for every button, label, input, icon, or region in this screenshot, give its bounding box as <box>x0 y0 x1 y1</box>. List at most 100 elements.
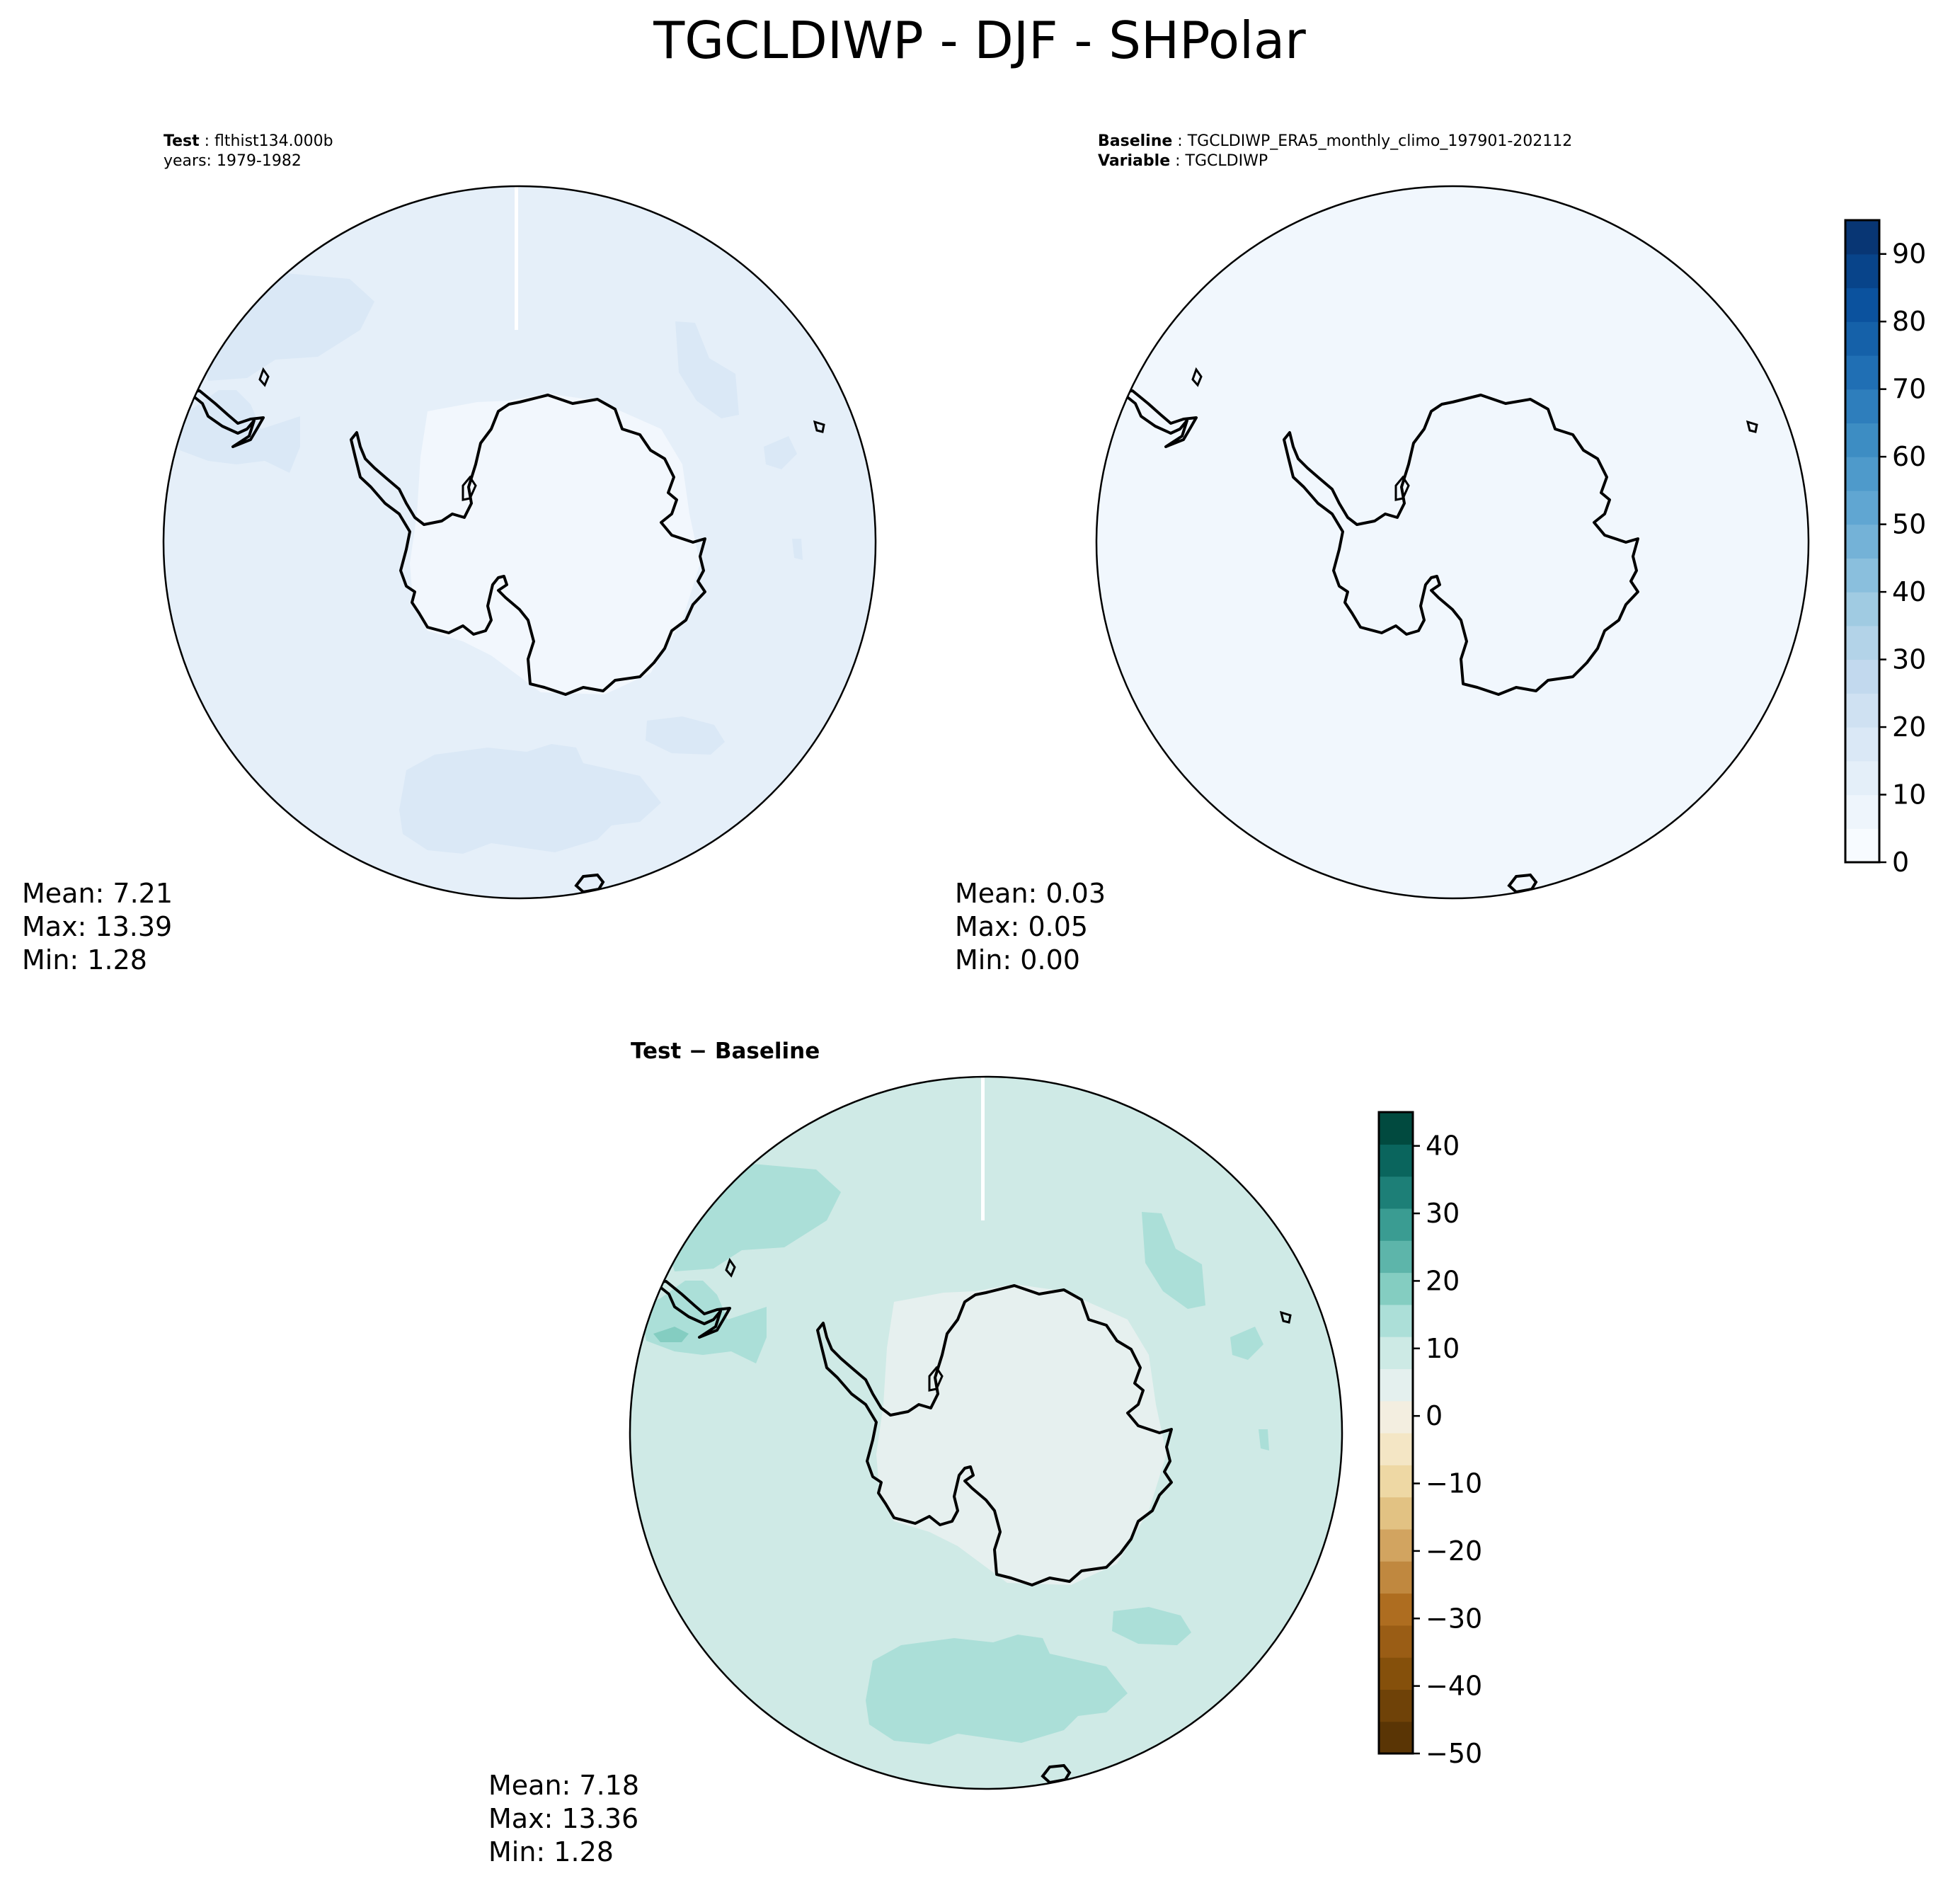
difference-map-patch <box>866 1635 1128 1744</box>
diff-colorbar-swatch <box>1379 1337 1413 1369</box>
svg-text:Variable : TGCLDIWP: Variable : TGCLDIWP <box>1098 152 1268 170</box>
main-colorbar-swatch <box>1845 625 1879 660</box>
test-map-patch <box>792 539 803 560</box>
main-colorbar-swatch <box>1845 253 1879 289</box>
main-colorbar-swatch <box>1845 423 1879 457</box>
main-colorbar: 0 10 20 30 40 50 60 70 80 90 <box>1844 219 1926 878</box>
diff-colorbar-swatch <box>1379 1593 1413 1626</box>
main-colorbar-tick-label: 50 <box>1892 509 1926 540</box>
diff-colorbar-swatch <box>1379 1272 1413 1305</box>
svg-text:Mean: 7.18 Max: 13.36: Mean: 7.18 Max: 13.36 Min: 1.28 <box>488 1770 648 1867</box>
difference-map-patch-dark <box>653 1327 689 1342</box>
test-map-land-fill <box>410 394 700 694</box>
difference-map-patch <box>1112 1607 1191 1645</box>
diff-colorbar-swatch <box>1379 1497 1413 1530</box>
difference-map-patch <box>1142 1212 1205 1309</box>
main-colorbar-swatch <box>1845 727 1879 762</box>
main-colorbar-swatch <box>1845 794 1879 829</box>
test-map-boundary <box>162 185 877 900</box>
baseline-map <box>1096 186 1809 898</box>
main-colorbar-ticks: 0 10 20 30 40 50 60 70 80 90 <box>1879 239 1926 878</box>
baseline-mean: Mean: 0.03 <box>955 878 1106 909</box>
baseline-header-value: : TGCLDIWP_ERA5_monthly_climo_197901-202… <box>1177 132 1572 150</box>
main-colorbar-tick-label: 10 <box>1892 779 1926 811</box>
difference-title: Test − Baseline <box>631 1039 820 1064</box>
diff-colorbar-swatch <box>1379 1240 1413 1274</box>
main-colorbar-swatch <box>1845 287 1879 322</box>
diff-colorbar-swatch <box>1379 1721 1413 1754</box>
main-colorbar-swatch <box>1845 659 1879 694</box>
test-header-label: Test <box>164 132 200 150</box>
difference-map-patch <box>1259 1429 1269 1451</box>
diff-colorbar-tick-label: −20 <box>1426 1535 1482 1567</box>
svg-text:Test : flthist134.000b: Test : flthist134.000b <box>164 132 333 150</box>
diff-colorbar-swatch <box>1379 1561 1413 1594</box>
baseline-panel: Baseline : TGCLDIWP_ERA5_monthly_climo_1… <box>955 132 1926 976</box>
test-map-patch <box>675 321 739 418</box>
diff-colorbar-tick-label: 40 <box>1426 1131 1460 1162</box>
test-years: years: 1979-1982 <box>164 152 302 170</box>
diff-colorbar-swatch <box>1379 1657 1413 1690</box>
test-max: Max: 13.39 <box>22 911 172 942</box>
main-colorbar-swatch <box>1845 321 1879 356</box>
difference-panel: Test − Baseline <box>488 1039 1482 1867</box>
diff-colorbar-tick-label: −40 <box>1426 1671 1482 1702</box>
diff-colorbar-swatch <box>1379 1304 1413 1337</box>
difference-map-boundary <box>629 1075 1343 1790</box>
baseline-header-label: Baseline <box>1098 132 1172 150</box>
test-mean: Mean: 7.21 <box>22 878 173 909</box>
main-colorbar-swatches <box>1845 220 1879 863</box>
main-colorbar-swatch <box>1845 693 1879 728</box>
main-colorbar-swatch <box>1845 524 1879 559</box>
diff-colorbar-tick-label: −30 <box>1426 1603 1482 1634</box>
diff-colorbar-ticks: −50 −40 −30 −20 −10 0 10 20 30 40 <box>1413 1131 1482 1769</box>
main-colorbar-tick-label: 70 <box>1892 374 1926 405</box>
diff-colorbar-swatch <box>1379 1625 1413 1658</box>
figure-title: TGCLDIWP - DJF - SHPolar <box>653 11 1306 70</box>
main-colorbar-tick-label: 90 <box>1892 239 1926 270</box>
difference-map-patch <box>1230 1327 1263 1360</box>
main-colorbar-swatch <box>1845 389 1879 424</box>
baseline-max: Max: 0.05 <box>955 911 1088 942</box>
diff-colorbar-swatch <box>1379 1368 1413 1402</box>
main-colorbar-tick-label: 30 <box>1892 644 1926 675</box>
diff-colorbar-tick-label: 30 <box>1426 1198 1460 1229</box>
baseline-variable-value: : TGCLDIWP <box>1175 152 1268 170</box>
main-colorbar-swatch <box>1845 457 1879 491</box>
diff-colorbar-tick-label: 20 <box>1426 1265 1460 1296</box>
main-colorbar-tick-label: 0 <box>1892 847 1909 878</box>
diff-colorbar-tick-label: 0 <box>1426 1400 1443 1431</box>
test-map-patch <box>646 716 725 755</box>
diff-colorbar-swatch <box>1379 1112 1413 1145</box>
main-colorbar-tick-label: 80 <box>1892 306 1926 337</box>
diff-colorbar-swatch <box>1379 1528 1413 1562</box>
diff-colorbar-swatches <box>1379 1112 1413 1754</box>
svg-text:Mean: 7.21 Max: 13.39: Mean: 7.21 Max: 13.39 Min: 1.28 <box>22 878 181 976</box>
test-min: Min: 1.28 <box>22 944 147 976</box>
diff-colorbar-swatch <box>1379 1144 1413 1177</box>
test-map-patch <box>764 436 797 469</box>
main-colorbar-frame <box>1844 219 1881 864</box>
main-colorbar-swatch <box>1845 828 1879 863</box>
dateline-seam <box>981 1077 985 1220</box>
baseline-map-fill <box>1096 186 1809 898</box>
diff-colorbar-tick-label: −50 <box>1426 1738 1482 1769</box>
difference-map-land-fill <box>876 1284 1167 1585</box>
diff-colorbar-tick-label: 10 <box>1426 1333 1460 1364</box>
diff-colorbar-swatch <box>1379 1208 1413 1241</box>
svg-text:Baseline : TGCLDIWP_ERA5: Baseline : TGCLDIWP_ERA5_monthly_climo_1… <box>1098 132 1572 150</box>
diff-colorbar-swatch <box>1379 1176 1413 1209</box>
test-header-value: : flthist134.000b <box>205 132 333 150</box>
main-colorbar-swatch <box>1845 558 1879 593</box>
test-map <box>164 186 876 898</box>
dateline-seam <box>515 186 518 330</box>
baseline-min: Min: 0.00 <box>955 944 1080 976</box>
diff-colorbar-swatch <box>1379 1465 1413 1498</box>
main-colorbar-swatch <box>1845 490 1879 525</box>
difference-max: Max: 13.36 <box>488 1803 638 1834</box>
difference-mean: Mean: 7.18 <box>488 1770 639 1801</box>
main-colorbar-tick-label: 40 <box>1892 576 1926 607</box>
main-colorbar-tick-label: 60 <box>1892 441 1926 472</box>
main-colorbar-swatch <box>1845 760 1879 796</box>
